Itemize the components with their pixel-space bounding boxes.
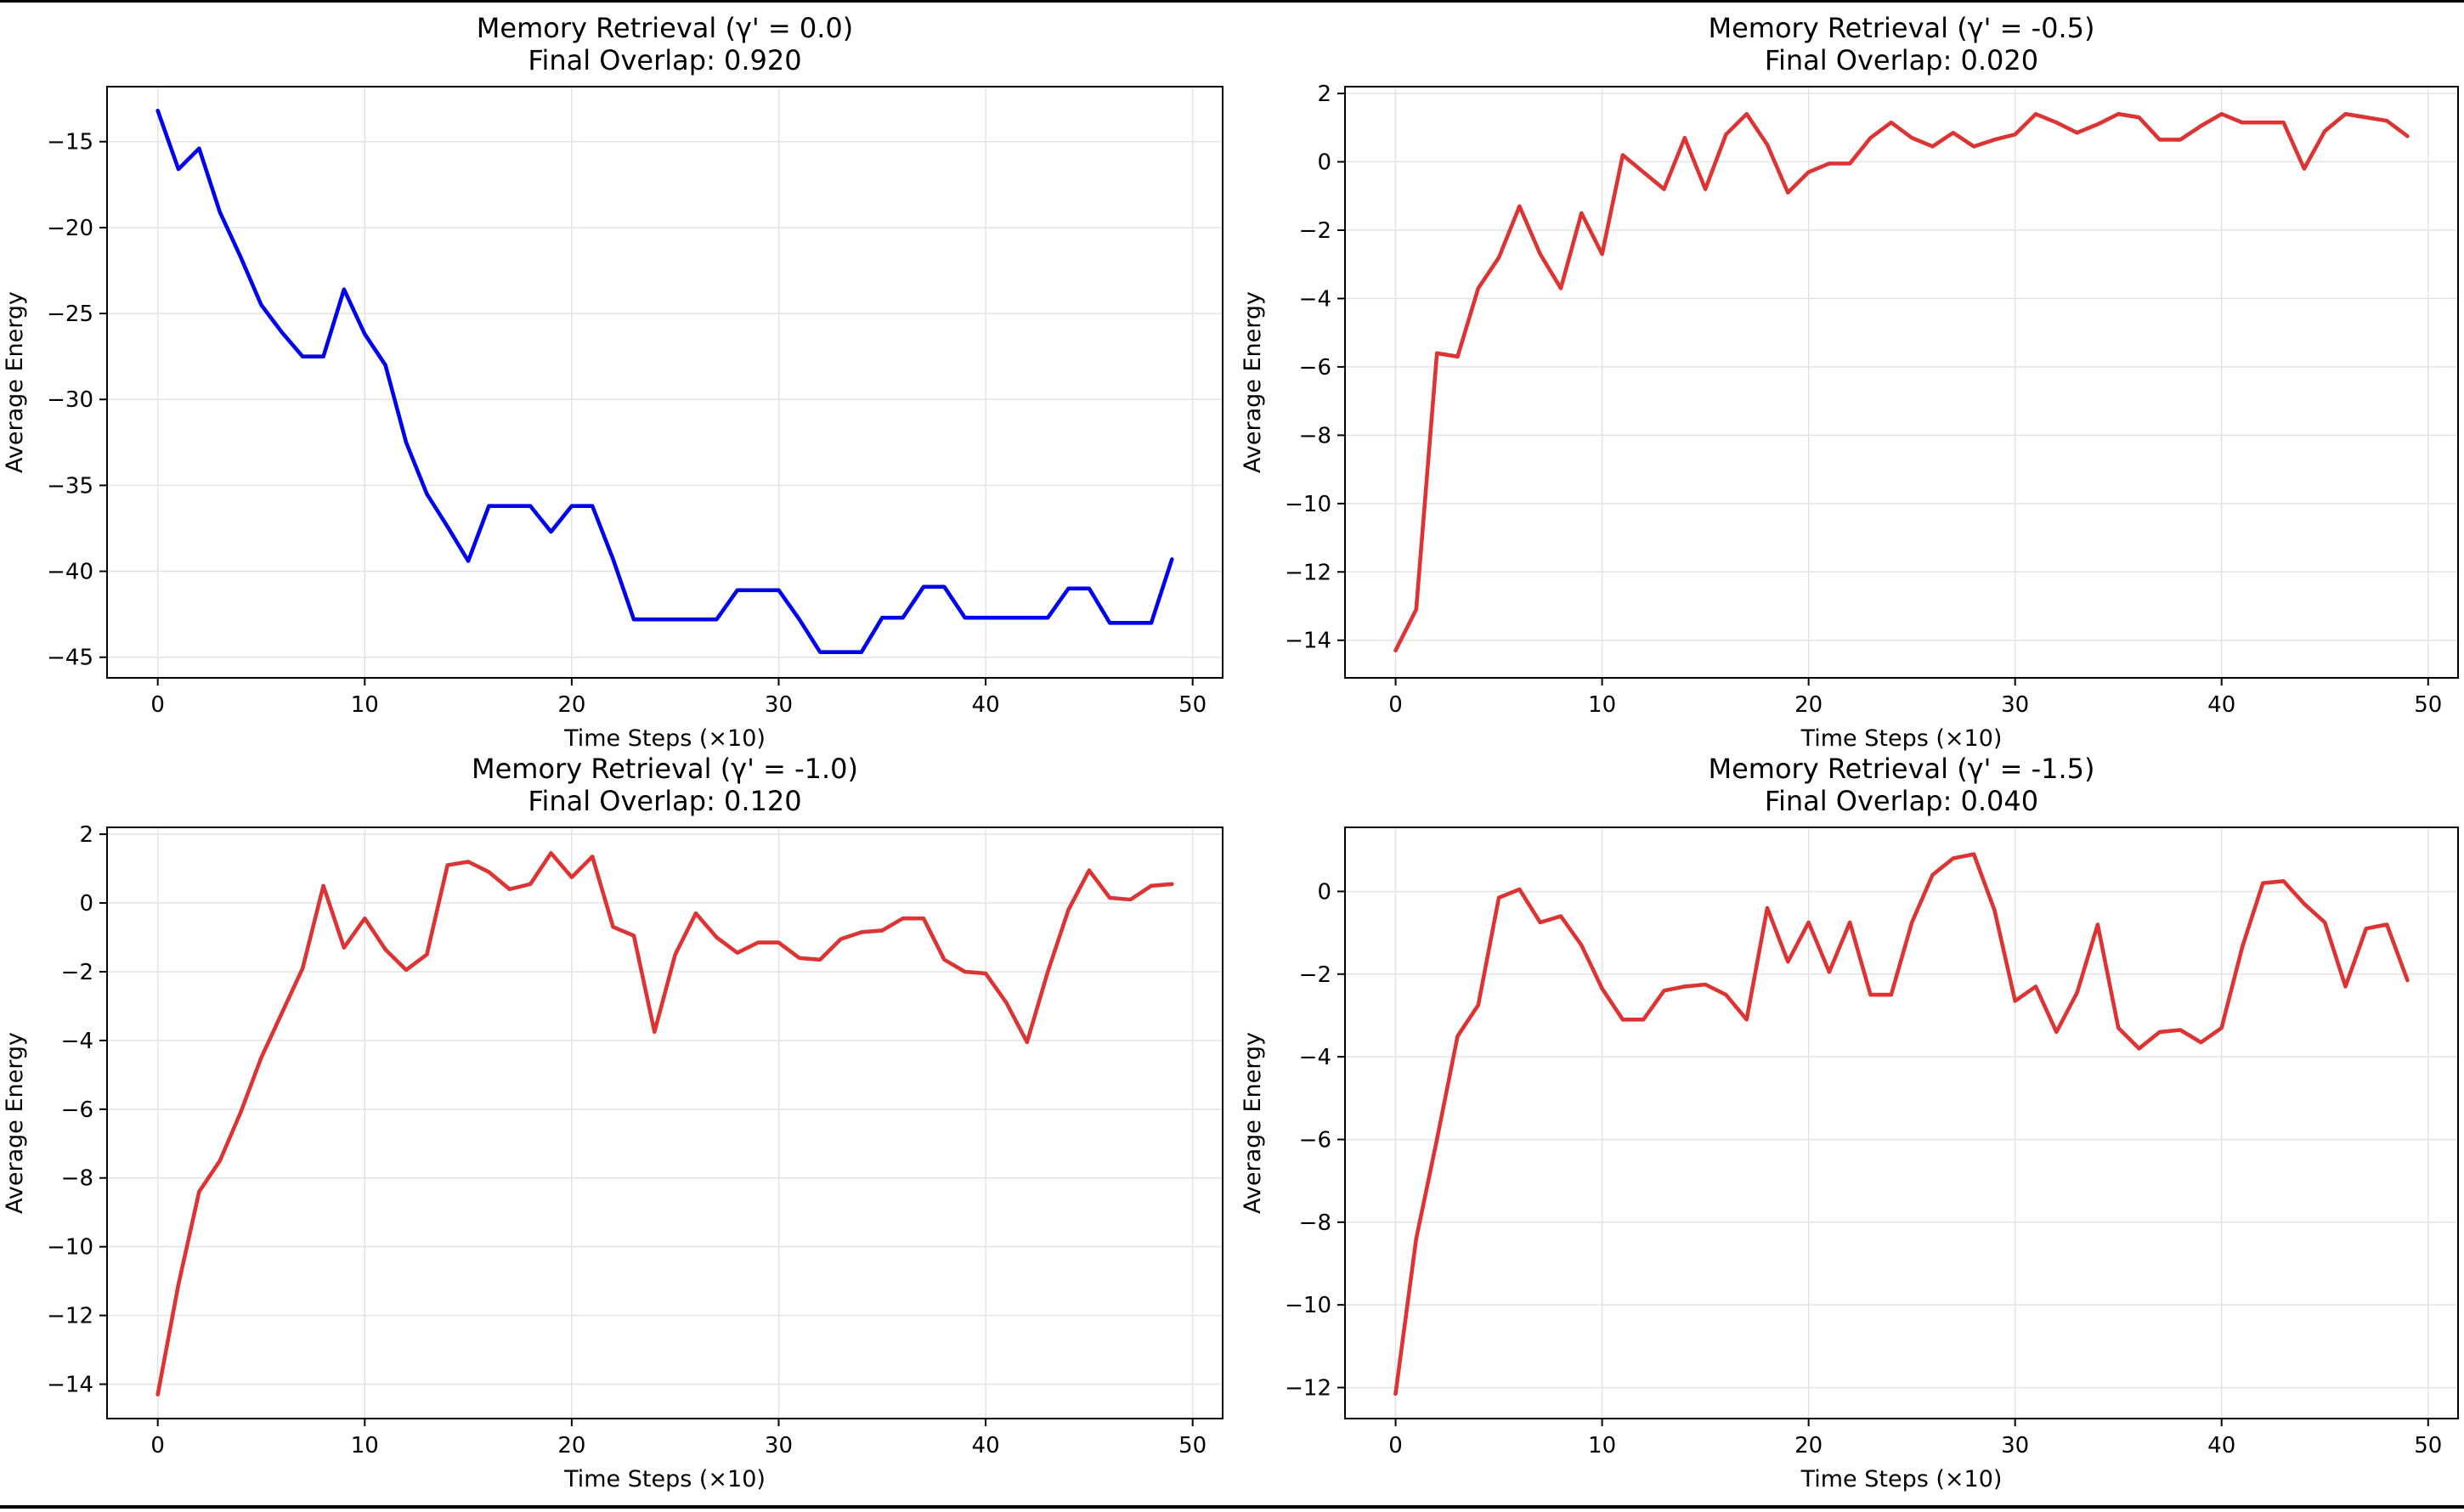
y-tick-label: −2 (1299, 962, 1331, 988)
top-border-line (0, 0, 2464, 3)
x-tick-label: 40 (2207, 1433, 2235, 1458)
plot-frame (1345, 87, 2458, 678)
y-axis-label: Average Energy (2, 291, 28, 473)
x-tick-label: 50 (1178, 1433, 1207, 1458)
x-tick-label: 20 (557, 692, 585, 718)
y-tick-label: −8 (1299, 1210, 1331, 1236)
y-axis-label: Average Energy (2, 1032, 28, 1214)
x-tick-label: 50 (1178, 692, 1207, 718)
y-tick-label: −8 (61, 1166, 93, 1192)
y-tick-label: −40 (47, 560, 93, 585)
x-tick-label: 0 (150, 1433, 165, 1458)
series-line (1396, 855, 2408, 1394)
x-tick-label: 20 (557, 1433, 585, 1458)
y-tick-label: −6 (61, 1097, 93, 1123)
x-tick-label: 30 (2001, 1433, 2029, 1458)
chart-subtitle: Final Overlap: 0.020 (1765, 44, 2038, 76)
chart-title: Memory Retrieval (γ' = -1.5) (1709, 753, 2095, 785)
y-axis-label: Average Energy (1240, 291, 1266, 473)
y-tick-label: −6 (1299, 1127, 1331, 1153)
chart-subtitle: Final Overlap: 0.920 (528, 44, 801, 76)
x-axis-label: Time Steps (×10) (1800, 1466, 2003, 1492)
y-tick-label: −10 (1285, 1293, 1331, 1318)
y-tick-label: −12 (47, 1304, 93, 1329)
x-tick-label: 50 (2414, 1433, 2442, 1458)
y-tick-label: 0 (1317, 879, 1331, 905)
y-tick-label: −15 (47, 130, 93, 155)
y-tick-label: −35 (47, 473, 93, 499)
plot-frame (107, 827, 1223, 1419)
chart-subtitle: Final Overlap: 0.040 (1765, 785, 2038, 817)
x-tick-label: 20 (1794, 692, 1823, 718)
y-tick-label: −10 (1285, 492, 1331, 517)
chart-subtitle: Final Overlap: 0.120 (528, 785, 801, 817)
x-tick-label: 40 (2207, 692, 2235, 718)
chart-panel-1: 0 10 20 30 40 50 −15 −20 −25 −30 −35 −40 −45 Memory R… (2, 12, 1223, 752)
y-tick-label: −2 (61, 960, 93, 985)
y-tick-label: −8 (1299, 423, 1331, 449)
y-tick-label: −14 (47, 1373, 93, 1398)
y-tick-label: 2 (1317, 82, 1331, 107)
x-tick-label: 10 (351, 692, 379, 718)
x-tick-label: 30 (765, 692, 793, 718)
x-tick-label: 20 (1794, 1433, 1823, 1458)
y-tick-label: −12 (1285, 560, 1331, 585)
y-tick-label: −10 (47, 1235, 93, 1261)
y-tick-label: 0 (1317, 150, 1331, 176)
y-tick-label: −45 (47, 646, 93, 671)
y-tick-label: −4 (1299, 1045, 1331, 1070)
x-tick-label: 10 (1588, 1433, 1616, 1458)
y-tick-label: −6 (1299, 355, 1331, 381)
y-tick-label: −25 (47, 302, 93, 327)
chart-title: Memory Retrieval (γ' = -0.5) (1709, 12, 2095, 44)
y-tick-label: −12 (1285, 1375, 1331, 1401)
x-tick-label: 30 (2001, 692, 2029, 718)
x-tick-label: 40 (972, 1433, 1000, 1458)
chart-title: Memory Retrieval (γ' = 0.0) (477, 12, 853, 44)
y-tick-label: −14 (1285, 629, 1331, 654)
x-tick-label: 0 (150, 692, 165, 718)
x-tick-label: 10 (1588, 692, 1616, 718)
y-tick-label: −4 (61, 1029, 93, 1054)
y-tick-label: 2 (79, 822, 93, 848)
x-tick-label: 0 (1388, 692, 1403, 718)
y-axis-label: Average Energy (1240, 1032, 1266, 1214)
series-line (1396, 114, 2408, 651)
x-tick-label: 0 (1388, 1433, 1403, 1458)
chart-panel-4: 0 10 20 30 40 50 0 −2 −4 −6 −8 −10 −12 Memory Retriev… (1240, 753, 2458, 1492)
x-tick-label: 40 (972, 692, 1000, 718)
x-tick-label: 50 (2414, 692, 2442, 718)
y-tick-label: 0 (79, 891, 93, 917)
y-tick-label: −30 (47, 387, 93, 413)
y-tick-label: −20 (47, 216, 93, 241)
plot-frame (1345, 827, 2458, 1419)
x-axis-label: Time Steps (×10) (563, 1466, 766, 1492)
x-tick-label: 10 (351, 1433, 379, 1458)
x-axis-label: Time Steps (×10) (1800, 725, 2003, 752)
y-tick-label: −4 (1299, 286, 1331, 312)
bottom-border-line (0, 1505, 2464, 1509)
plot-frame (107, 87, 1223, 678)
x-axis-label: Time Steps (×10) (563, 725, 766, 752)
x-tick-label: 30 (765, 1433, 793, 1458)
series-line (158, 853, 1173, 1394)
chart-title: Memory Retrieval (γ' = -1.0) (472, 753, 858, 785)
y-tick-label: −2 (1299, 218, 1331, 244)
